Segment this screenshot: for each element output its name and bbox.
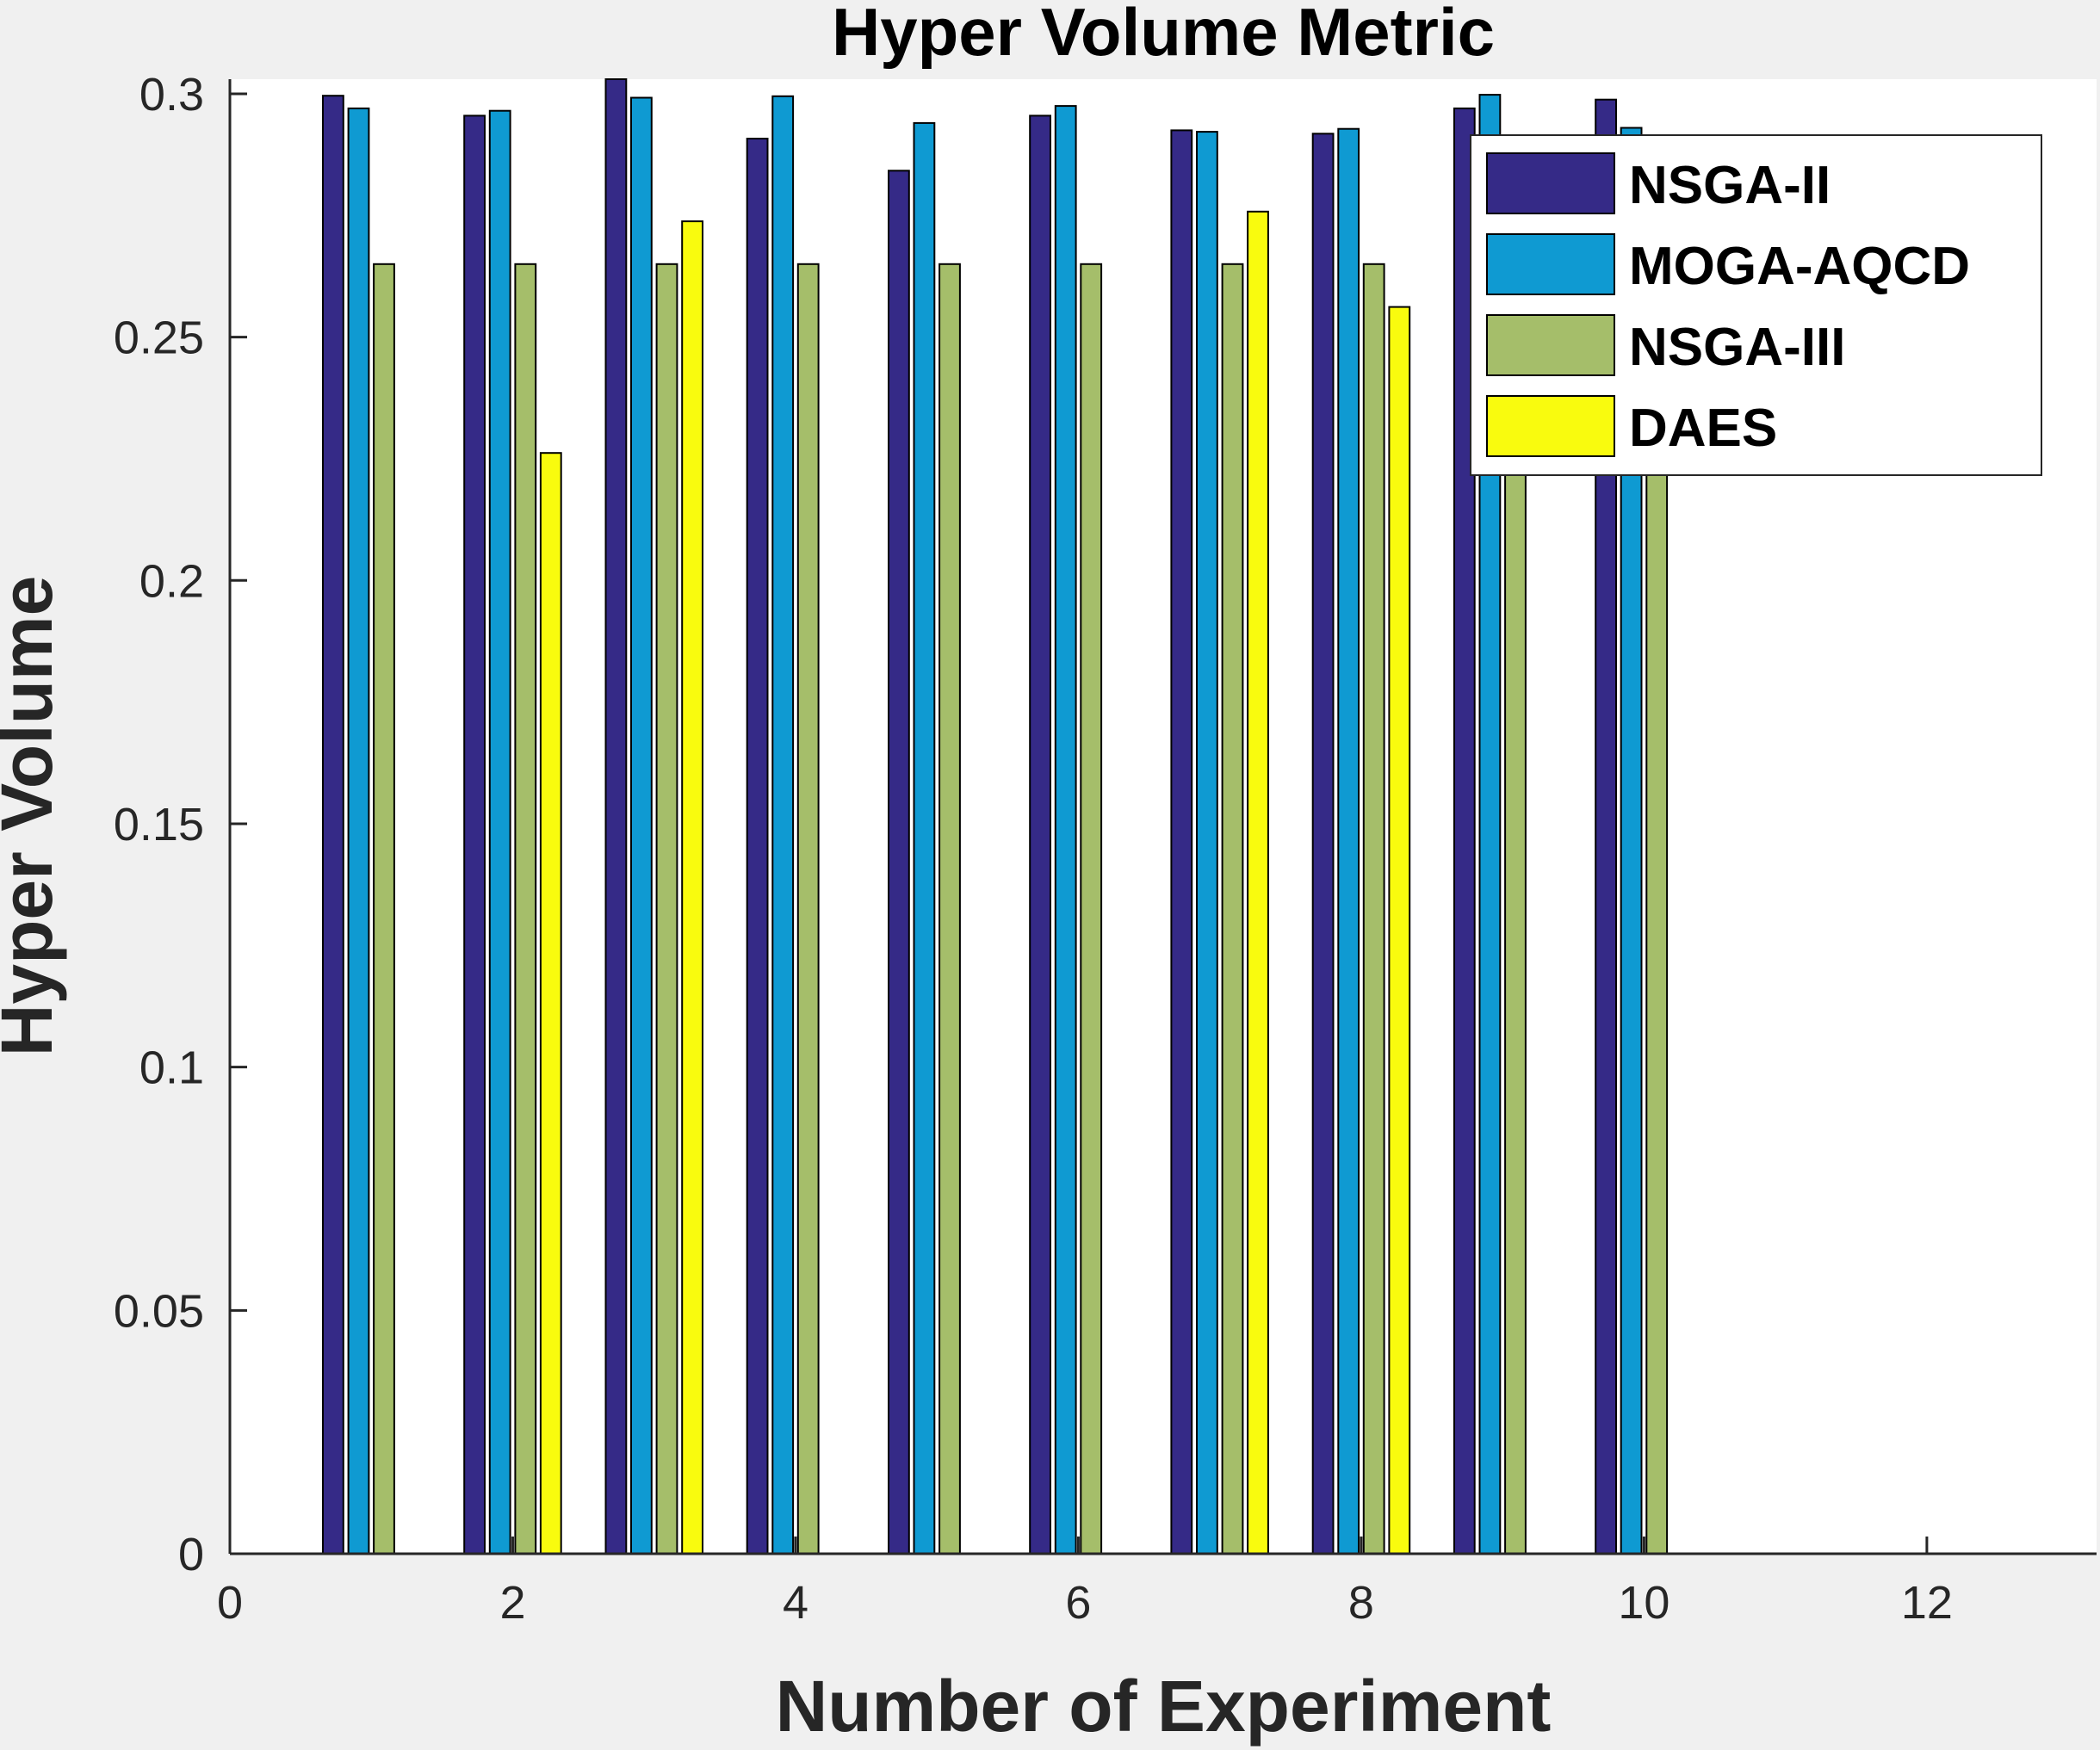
- legend-label-moga-aqcd: MOGA-AQCD: [1629, 237, 1970, 296]
- bar-nsga-iii-exp-5: [938, 263, 961, 1555]
- bar-moga-aqcd-exp-1: [347, 107, 370, 1555]
- bar-nsga-iii-exp-8: [1362, 263, 1385, 1555]
- bar-moga-aqcd-exp-8: [1337, 127, 1360, 1555]
- legend: NSGA-II MOGA-AQCD NSGA-III DAES: [1470, 134, 2042, 476]
- y-tick-label: 0.3: [139, 69, 204, 121]
- bar-group: [322, 78, 1669, 1555]
- chart-title: Hyper Volume Metric: [832, 0, 1495, 70]
- bar-nsga-iii-exp-6: [1080, 263, 1103, 1555]
- bar-nsga-ii-exp-6: [1029, 114, 1051, 1555]
- bar-moga-aqcd-exp-4: [771, 95, 795, 1555]
- y-tick-label: 0.1: [139, 1042, 204, 1094]
- y-axis-title: Hyper Volume: [0, 576, 67, 1057]
- bar-moga-aqcd-exp-2: [488, 109, 511, 1555]
- bar-daes-exp-2: [539, 452, 562, 1555]
- x-axis-title: Number of Experiment: [776, 1666, 1552, 1747]
- bar-moga-aqcd-exp-5: [913, 121, 936, 1555]
- x-tick-label: 2: [499, 1577, 525, 1629]
- bar-nsga-iii-exp-1: [373, 263, 395, 1555]
- bar-nsga-ii-exp-3: [604, 78, 628, 1555]
- bar-nsga-ii-exp-5: [888, 170, 910, 1555]
- bar-nsga-iii-exp-3: [655, 263, 678, 1555]
- x-tick-label: 8: [1348, 1577, 1374, 1629]
- bar-daes-exp-8: [1388, 306, 1411, 1555]
- legend-swatch-nsga-iii: [1486, 314, 1615, 376]
- bar-nsga-ii-exp-4: [746, 138, 769, 1555]
- bar-daes-exp-3: [681, 220, 704, 1555]
- legend-label-daes: DAES: [1629, 399, 1777, 458]
- bar-moga-aqcd-exp-3: [630, 96, 653, 1555]
- legend-swatch-nsga-ii: [1486, 152, 1615, 214]
- bar-nsga-iii-exp-2: [514, 263, 537, 1555]
- y-tick-label: 0.05: [114, 1285, 204, 1337]
- bar-nsga-ii-exp-1: [322, 95, 344, 1555]
- bar-moga-aqcd-exp-6: [1054, 105, 1077, 1555]
- x-tick-label: 10: [1618, 1577, 1669, 1629]
- legend-swatch-moga-aqcd: [1486, 233, 1615, 295]
- x-tick-label: 12: [1901, 1577, 1953, 1629]
- bar-nsga-ii-exp-7: [1170, 129, 1193, 1555]
- bar-nsga-iii-exp-4: [796, 263, 820, 1555]
- y-tick-label: 0.2: [139, 555, 204, 607]
- legend-label-nsga-iii: NSGA-III: [1629, 318, 1845, 377]
- x-tick-label: 0: [217, 1577, 243, 1629]
- bar-moga-aqcd-exp-7: [1196, 131, 1218, 1555]
- x-tick-label: 6: [1065, 1577, 1091, 1629]
- legend-label-nsga-ii: NSGA-II: [1629, 156, 1831, 215]
- y-tick-label: 0.15: [114, 799, 204, 850]
- bar-daes-exp-7: [1247, 210, 1269, 1555]
- tick-group: 0 2 4 6 8 10 12 0 0.05 0.1 0.15 0.2 0.25 0.3: [114, 69, 1953, 1629]
- y-tick-label: 0.25: [114, 312, 204, 364]
- bar-nsga-iii-exp-7: [1221, 263, 1244, 1555]
- x-tick-label: 4: [783, 1577, 808, 1629]
- bar-nsga-ii-exp-8: [1311, 133, 1335, 1555]
- legend-swatch-daes: [1486, 395, 1615, 457]
- bar-nsga-ii-exp-2: [463, 114, 486, 1555]
- y-tick-label: 0: [178, 1529, 204, 1580]
